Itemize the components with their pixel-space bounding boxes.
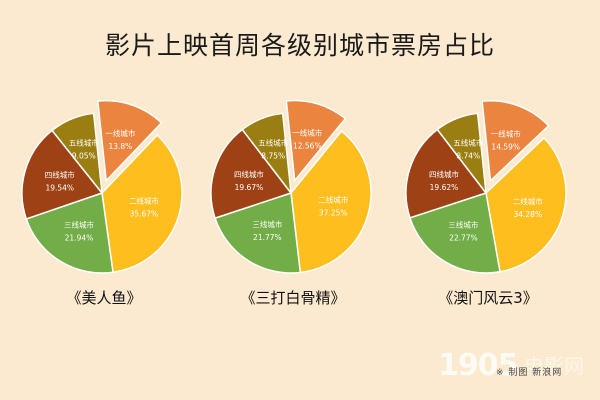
watermark: 1905 电影网 ※ 制图 新浪网: [438, 349, 598, 385]
pie-chart-aomenfengyun3: 一线城市 14.59% 二线城市 34.28% 三线城市 22.77% 四线城市 19.62%…: [400, 96, 576, 286]
slice-category-label: 一线城市: [491, 129, 521, 139]
slice-category-label: 三线城市: [448, 220, 478, 230]
slice-value-label: 9.05%: [72, 152, 96, 161]
pie-slice-tier1: [481, 100, 550, 183]
watermark-site: 电影网: [524, 354, 584, 378]
pie-svg: 一线城市 12.56% 二线城市 37.25% 三线城市 21.77% 四线城市 19.67%…: [210, 99, 372, 274]
pie-slice-tier5: [241, 112, 293, 196]
slice-value-label: 34.28%: [513, 210, 542, 219]
slice-category-label: 四线城市: [429, 169, 459, 179]
slice-value-label: 21.94%: [65, 233, 94, 242]
slice-category-label: 四线城市: [234, 169, 264, 179]
slice-value-label: 22.77%: [449, 234, 478, 243]
pie-slice-tier1: [97, 99, 163, 183]
slice-category-label: 五线城市: [69, 138, 99, 148]
watermark-caption: ※ 制图 新浪网: [496, 368, 563, 378]
pie-slice-tier5: [51, 112, 104, 196]
film-label-meirenyu: 《美人鱼》: [66, 289, 142, 307]
slice-category-label: 二线城市: [318, 194, 348, 204]
slice-category-label: 三线城市: [252, 219, 282, 229]
slice-value-label: 8.74%: [456, 151, 480, 160]
slice-value-label: 35.67%: [130, 210, 159, 219]
slice-value-label: 14.59%: [491, 143, 520, 152]
pie-slice-tier2: [290, 129, 372, 274]
slice-value-label: 37.25%: [319, 208, 348, 217]
pie-slice-tier3: [409, 192, 501, 274]
slice-category-label: 四线城市: [45, 170, 75, 180]
film-label-sandabaigujing: 《三打白骨精》: [240, 289, 346, 307]
pie-svg: 一线城市 14.59% 二线城市 34.28% 三线城市 22.77% 四线城市 19.62%…: [405, 100, 567, 274]
pie-slice-tier3: [25, 191, 114, 274]
pie-slice-tier3: [214, 191, 302, 274]
slice-category-label: 一线城市: [105, 128, 135, 138]
slice-category-label: 三线城市: [64, 219, 94, 229]
slice-category-label: 二线城市: [129, 196, 159, 206]
pie-slice-tier2: [485, 136, 567, 273]
slice-value-label: 8.75%: [261, 151, 285, 160]
watermark-number: 1905: [438, 348, 518, 383]
pie-slice-tier1: [285, 99, 347, 183]
slice-category-label: 五线城市: [453, 137, 483, 147]
pie-chart-sandabaigujing: 一线城市 12.56% 二线城市 37.25% 三线城市 21.77% 四线城市 19.67%…: [205, 96, 381, 286]
slice-value-label: 19.67%: [235, 183, 264, 192]
slice-value-label: 19.54%: [45, 184, 74, 193]
pie-slice-tier2: [101, 134, 183, 274]
slice-value-label: 19.62%: [430, 183, 459, 192]
slice-value-label: 21.77%: [253, 233, 282, 242]
pie-slice-tier4: [405, 128, 488, 219]
pie-slice-tier4: [210, 128, 293, 220]
slice-category-label: 一线城市: [292, 127, 322, 137]
pie-svg: 一线城市 13.8% 二线城市 35.67% 三线城市 21.94% 四线城市 19.54% 五…: [21, 99, 183, 274]
slice-value-label: 13.8%: [108, 142, 132, 151]
slice-value-label: 12.56%: [293, 141, 322, 150]
slice-category-label: 二线城市: [513, 196, 543, 206]
pie-slice-tier4: [21, 129, 104, 220]
slice-category-label: 五线城市: [258, 137, 288, 147]
pie-chart-meirenyu: 一线城市 13.8% 二线城市 35.67% 三线城市 21.94% 四线城市 19.54% 五…: [16, 96, 192, 286]
film-label-aomenfengyun3: 《澳门风云3》: [438, 289, 538, 307]
chart-title: 影片上映首周各级别城市票房占比: [104, 31, 495, 60]
pie-slice-tier5: [436, 112, 488, 196]
